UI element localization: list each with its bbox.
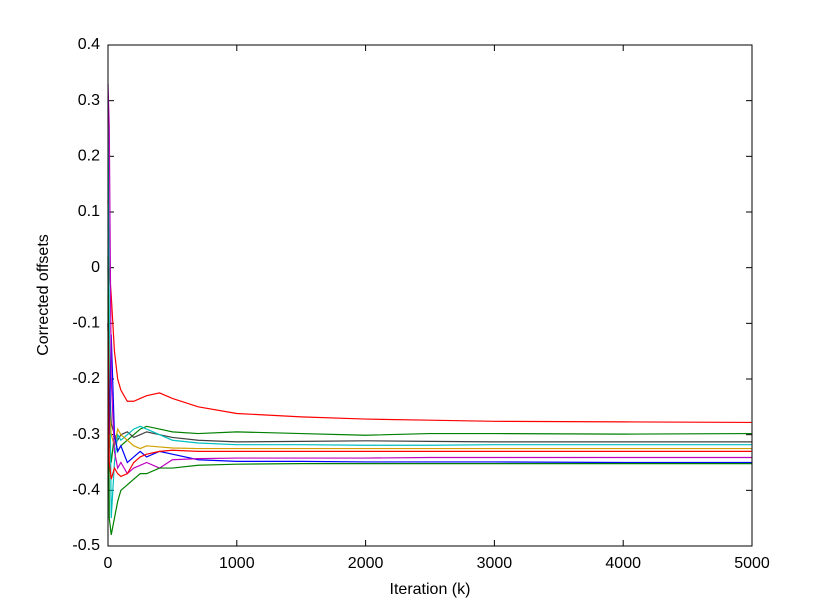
series-line [107, 100, 752, 519]
y-tick-label: -0.5 [72, 537, 100, 554]
y-tick-label: 0.3 [78, 92, 100, 109]
x-tick-label: 1000 [219, 555, 255, 572]
x-tick-label: 3000 [477, 555, 513, 572]
y-tick-label: 0.2 [78, 148, 100, 165]
series-line [107, 83, 752, 475]
y-tick-label: 0 [91, 259, 100, 276]
y-tick-label: 0.1 [78, 203, 100, 220]
plot-frame [107, 44, 753, 547]
series-line [107, 256, 752, 535]
y-tick-label: 0.4 [78, 36, 100, 53]
x-tick-label: 0 [104, 555, 113, 572]
x-tick-label: 5000 [734, 555, 770, 572]
x-axis-label: Iteration (k) [390, 581, 471, 598]
y-axis-label: Corrected offsets [35, 234, 52, 356]
series-line [107, 200, 753, 424]
series-line [107, 323, 752, 464]
y-tick-label: -0.3 [72, 426, 100, 443]
series-line [107, 295, 752, 450]
x-tick-label: 4000 [605, 555, 641, 572]
y-tick-label: -0.2 [72, 370, 100, 387]
x-tick-label: 2000 [348, 555, 384, 572]
series-line [107, 323, 752, 480]
y-tick-label: -0.1 [72, 315, 100, 332]
y-tick-label: -0.4 [72, 482, 100, 499]
